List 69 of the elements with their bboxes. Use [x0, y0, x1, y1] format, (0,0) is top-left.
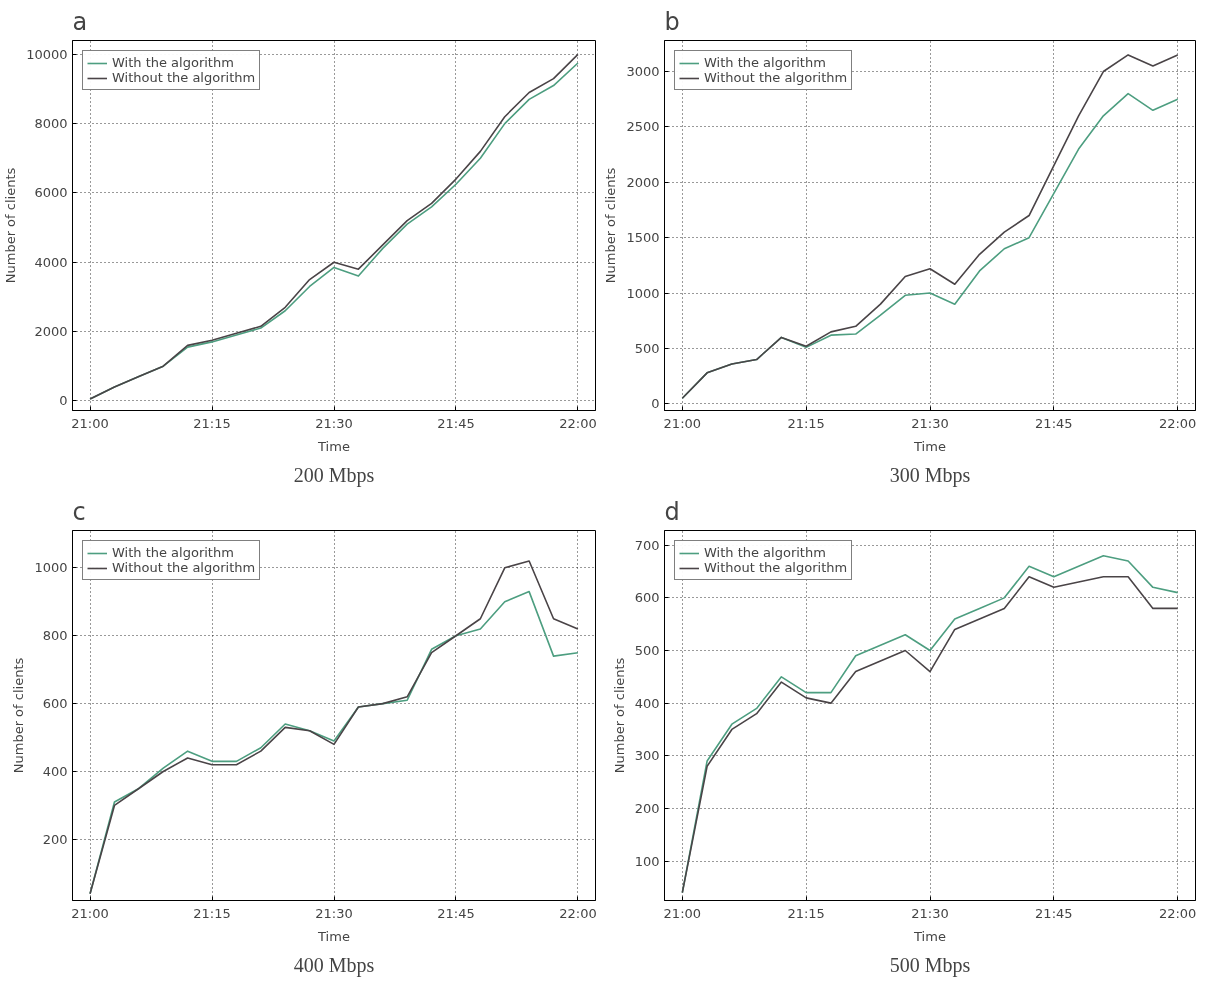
- text: 200 Mbps: [293, 463, 375, 487]
- x-tick-label: 21:30: [911, 905, 949, 921]
- y-tick-label: 3000: [626, 64, 660, 80]
- y-tick-label: 8000: [34, 116, 68, 132]
- legend-label: Without the algorithm: [112, 560, 256, 575]
- y-tick-label: 2000: [626, 174, 660, 190]
- y-tick-label: 800: [42, 628, 68, 644]
- y-tick-label: 600: [42, 696, 68, 712]
- x-axis-title: Time: [317, 438, 350, 454]
- text: 300 Mbps: [889, 463, 971, 487]
- legend-label: Without the algorithm: [704, 560, 848, 575]
- y-tick-label: 2000: [34, 324, 68, 340]
- y-tick-label: 500: [634, 340, 660, 356]
- x-tick-label: 22:00: [559, 415, 597, 431]
- x-axis-title: Time: [913, 928, 946, 944]
- y-tick-label: 200: [634, 800, 660, 816]
- chart-title: d: [664, 497, 680, 526]
- y-tick-label: 0: [651, 396, 660, 412]
- x-tick-label: 21:15: [193, 415, 231, 431]
- y-tick-label: 500: [634, 643, 660, 658]
- y-tick-label: 400: [42, 764, 68, 780]
- chart-title: a: [72, 7, 88, 36]
- chart-title: b: [664, 7, 680, 36]
- x-tick-label: 21:15: [787, 415, 825, 431]
- chart-title: c: [72, 497, 86, 526]
- y-tick-label: 100: [634, 853, 660, 869]
- y-axis-title: Number of clients: [603, 167, 619, 284]
- x-tick-label: 21:00: [663, 415, 702, 431]
- x-tick-label: 21:00: [663, 905, 702, 921]
- y-axis-title: Number of clients: [3, 167, 19, 284]
- y-tick-label: 2500: [626, 119, 660, 135]
- y-tick-label: 300: [634, 748, 660, 764]
- x-axis-title: Time: [913, 438, 946, 454]
- legend-label: With the algorithm: [112, 55, 234, 70]
- x-tick-label: 21:00: [71, 415, 109, 431]
- x-tick-label: 21:00: [71, 905, 109, 921]
- y-tick-label: 1500: [626, 230, 660, 246]
- legend-label: With the algorithm: [704, 55, 826, 70]
- y-tick-label: 400: [634, 695, 660, 711]
- y-tick-label: 4000: [34, 254, 68, 270]
- y-tick-label: 0: [59, 393, 68, 409]
- legend-label: Without the algorithm: [112, 70, 256, 85]
- x-tick-label: 21:15: [193, 905, 231, 921]
- x-tick-label: 21:45: [1035, 905, 1073, 921]
- x-tick-label: 21:45: [437, 905, 475, 921]
- x-tick-label: 22:00: [1158, 905, 1197, 921]
- x-tick-label: 21:30: [315, 905, 353, 921]
- text: 500 Mbps: [889, 953, 971, 977]
- y-axis-title: Number of clients: [611, 657, 627, 774]
- legend-label: Without the algorithm: [704, 70, 848, 85]
- y-tick-label: 10000: [26, 46, 68, 62]
- y-tick-label: 1000: [34, 560, 68, 576]
- y-tick-label: 1000: [626, 285, 660, 301]
- x-axis-title: Time: [317, 928, 350, 944]
- legend-label: With the algorithm: [112, 545, 234, 560]
- x-tick-label: 21:45: [1035, 415, 1073, 431]
- y-tick-label: 700: [634, 537, 660, 553]
- x-tick-label: 21:30: [315, 415, 353, 431]
- x-tick-label: 22:00: [559, 905, 597, 921]
- text: 400 Mbps: [293, 953, 375, 977]
- y-tick-label: 600: [634, 590, 660, 606]
- x-tick-label: 22:00: [1158, 415, 1197, 431]
- y-axis-title: Number of clients: [11, 657, 27, 774]
- legend-label: With the algorithm: [704, 545, 826, 560]
- y-tick-label: 6000: [34, 185, 68, 201]
- x-tick-label: 21:15: [787, 905, 825, 921]
- x-tick-label: 21:30: [911, 415, 949, 431]
- y-tick-label: 200: [42, 831, 68, 847]
- x-tick-label: 21:45: [437, 415, 475, 431]
